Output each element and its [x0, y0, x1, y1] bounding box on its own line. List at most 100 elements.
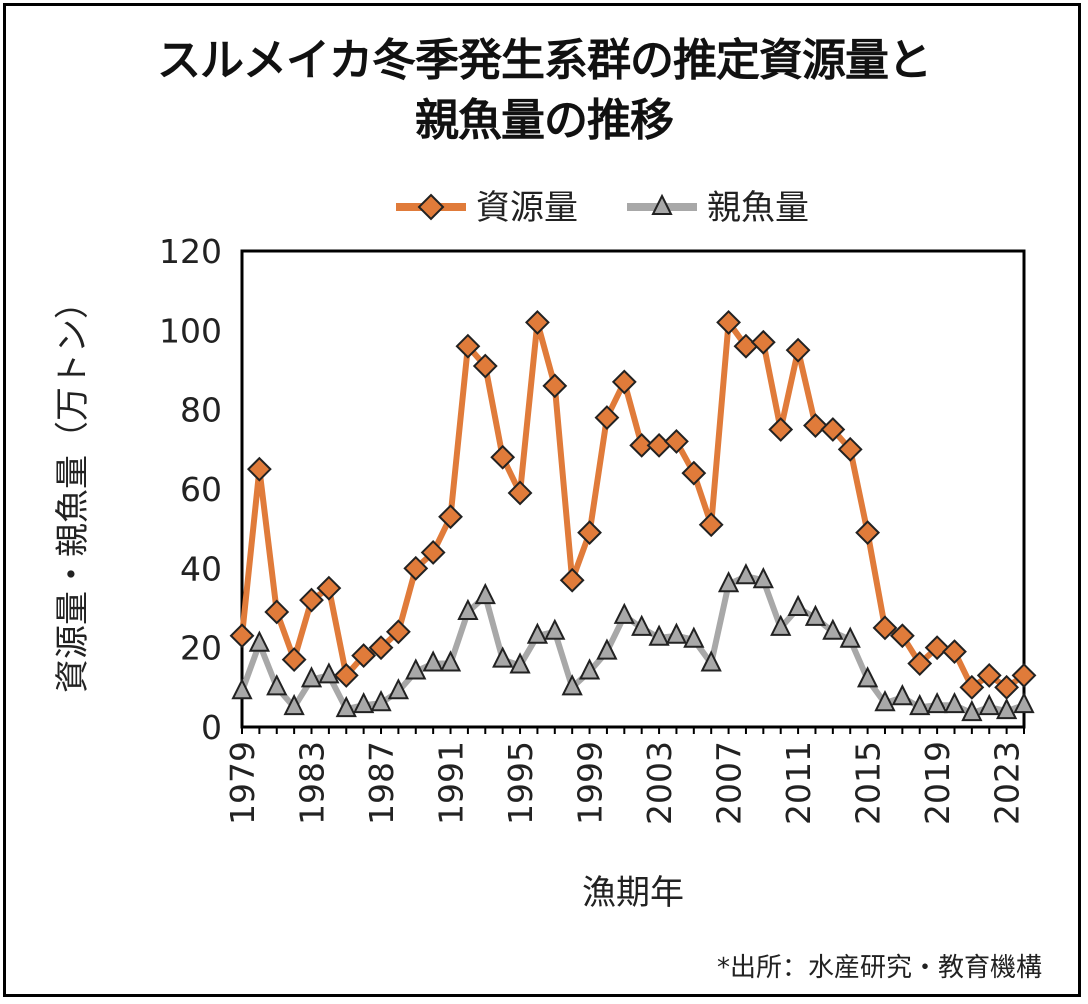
- resource-point: [351, 643, 377, 669]
- resource-point: [611, 369, 637, 395]
- parent-fish-point: [578, 658, 601, 680]
- resource-point: [646, 432, 672, 458]
- legend: 資源量 親魚量: [396, 188, 809, 228]
- resource-point: [907, 651, 933, 676]
- parent-fish-point: [405, 658, 427, 680]
- parent-fish-point: [909, 693, 931, 716]
- legend-parent-label: 親魚量: [707, 188, 809, 228]
- parent-fish-point: [422, 650, 444, 672]
- resource-point: [525, 309, 550, 335]
- resource-point: [785, 337, 811, 363]
- parent-fish-point: [978, 693, 1000, 716]
- resource-point: [316, 575, 342, 601]
- parent-fish-point: [248, 630, 270, 652]
- parent-fish-point: [804, 604, 827, 626]
- resource-point: [872, 615, 898, 641]
- resource-point: [438, 504, 463, 530]
- x-tick-label: 1987: [362, 741, 401, 825]
- parent-fish-point: [891, 684, 913, 706]
- y-tick-label: 100: [159, 311, 222, 350]
- resource-point: [455, 333, 481, 359]
- parent-fish-point: [1013, 691, 1035, 714]
- resource-point: [490, 444, 516, 470]
- y-tick-label: 40: [180, 549, 222, 588]
- chart-frame: [3, 3, 1081, 997]
- parent-fish-point: [561, 674, 583, 696]
- resource-point: [855, 520, 881, 546]
- parent-fish-point: [839, 626, 861, 648]
- x-tick-label: 1991: [432, 741, 471, 825]
- parent-fish-point: [770, 614, 792, 636]
- plot-area: [240, 249, 1026, 729]
- resource-point: [403, 555, 429, 581]
- parent-fish-point: [318, 662, 340, 684]
- resource-point: [542, 373, 568, 399]
- parent-fish-point: [700, 650, 722, 672]
- resource-point: [299, 587, 324, 613]
- resource-point: [959, 674, 985, 700]
- resource-point: [246, 456, 272, 482]
- parent-fish-point: [457, 598, 479, 620]
- legend-resource-marker: [417, 193, 445, 221]
- parent-fish-point: [526, 622, 549, 644]
- parent-fish-point: [874, 689, 896, 712]
- resource-point: [264, 599, 290, 625]
- parent-fish-point: [283, 693, 305, 716]
- parent-fish-point: [231, 678, 253, 700]
- series-resource: [229, 309, 1037, 700]
- resource-point: [368, 635, 394, 661]
- resource-point: [924, 635, 950, 661]
- resource-point: [594, 405, 620, 431]
- x-tick-label: 2011: [779, 741, 818, 825]
- resource-point: [559, 567, 585, 593]
- x-tick-label: 1995: [501, 741, 540, 825]
- source-note: *出所：水産研究・教育機構: [717, 953, 1042, 983]
- parent-fish-point: [752, 566, 774, 589]
- resource-point: [629, 432, 655, 458]
- y-axis-ticks: 0 20 40 60 80 100 120: [159, 232, 222, 747]
- resource-point: [750, 329, 776, 355]
- x-tick-label: 2003: [640, 741, 679, 825]
- parent-fish-point: [926, 691, 948, 714]
- parent-fish-point: [353, 691, 375, 714]
- resource-point: [698, 512, 724, 538]
- y-tick-label: 80: [180, 391, 222, 430]
- resource-point: [385, 619, 411, 645]
- parent-fish-point: [544, 618, 566, 640]
- y-tick-label: 0: [201, 708, 222, 747]
- resource-point: [333, 663, 359, 688]
- resource-point: [889, 623, 915, 649]
- parent-fish-point: [717, 570, 740, 593]
- series-parent-fish: [231, 563, 1035, 722]
- parent-fish-point: [596, 638, 618, 660]
- x-tick-label: 2023: [988, 741, 1027, 825]
- resource-point: [229, 623, 255, 649]
- y-axis-title: 資源量・親魚量（万トン）: [53, 285, 93, 693]
- x-axis-title: 漁期年: [582, 873, 684, 913]
- x-tick-label: 1983: [293, 741, 332, 825]
- chart-title-line-2: 親魚量の推移: [415, 95, 674, 146]
- resource-point: [716, 309, 741, 335]
- resource-point: [420, 540, 446, 565]
- y-tick-label: 20: [180, 629, 222, 668]
- parent-fish-point: [613, 602, 635, 624]
- parent-fish-point: [822, 618, 844, 640]
- parent-fish-point: [996, 697, 1018, 720]
- parent-fish-point: [735, 563, 757, 585]
- resource-point: [994, 674, 1020, 700]
- parent-fish-point: [631, 614, 653, 636]
- x-tick-label: 1999: [571, 741, 610, 825]
- parent-fish-point: [943, 691, 966, 714]
- resource-point: [664, 428, 689, 454]
- resource-point: [768, 417, 794, 442]
- resource-point: [803, 413, 828, 438]
- chart-title-line-1: スルメイカ冬季発生系群の推定資源量と: [157, 35, 932, 86]
- parent-fish-point: [492, 646, 514, 668]
- resource-point: [837, 436, 863, 462]
- parent-fish-point: [439, 650, 462, 672]
- y-tick-label: 120: [159, 232, 222, 271]
- legend-resource-label: 資源量: [476, 188, 578, 228]
- x-tick-label: 2019: [918, 741, 957, 825]
- parent-fish-point: [648, 624, 670, 646]
